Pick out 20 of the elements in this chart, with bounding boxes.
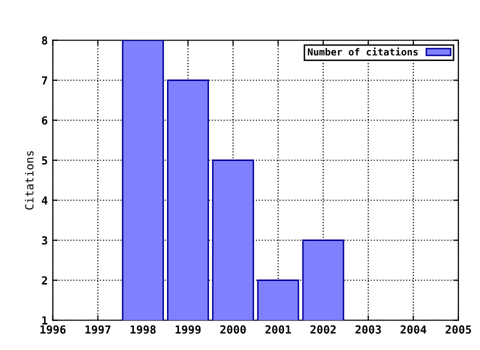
x-tick-label: 2005	[446, 325, 472, 334]
y-axis-title: Citations	[24, 151, 34, 210]
legend-label: Number of citations	[308, 48, 418, 56]
y-tick-label: 7	[42, 76, 48, 84]
x-tick-label: 2002	[310, 325, 336, 334]
y-tick-label: 2	[42, 276, 48, 284]
x-tick-label: 2000	[220, 325, 246, 334]
x-tick-label: 2004	[400, 325, 426, 334]
x-tick-label: 2001	[265, 325, 291, 334]
y-tick-label: 6	[42, 116, 48, 125]
y-tick-label: 3	[42, 236, 48, 245]
y-tick-label: 8	[42, 36, 48, 45]
x-tick-label: 2003	[356, 325, 381, 334]
y-tick-label: 5	[42, 156, 48, 165]
y-tick-label: 1	[42, 316, 48, 324]
y-tick-label: 4	[42, 196, 48, 204]
x-tick-label: 1997	[86, 325, 110, 334]
x-tick-label: 1998	[130, 325, 156, 334]
x-tick-label: 1996	[40, 325, 66, 334]
x-tick-label: 1999	[176, 325, 201, 334]
